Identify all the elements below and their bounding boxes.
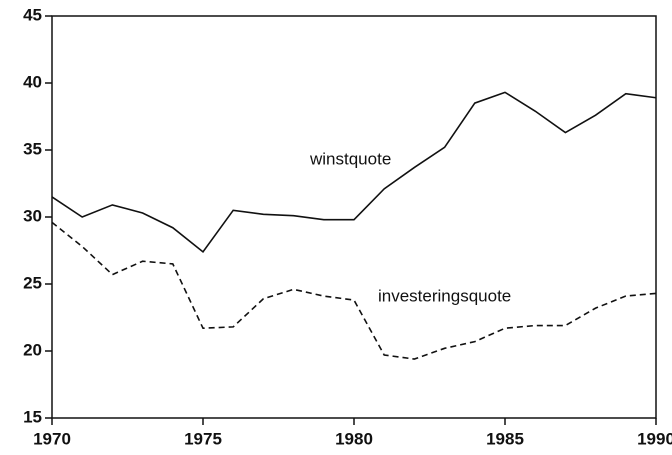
- y-tick-label: 20: [23, 340, 42, 359]
- x-tick-label: 1985: [486, 429, 524, 448]
- series-label: investeringsquote: [378, 286, 511, 305]
- x-tick-label: 1990: [637, 429, 672, 448]
- x-tick-label: 1970: [33, 429, 71, 448]
- y-tick-label: 15: [23, 407, 42, 426]
- x-tick-label: 1975: [184, 429, 222, 448]
- line-series: [51, 91, 657, 253]
- line-series: [51, 221, 657, 360]
- x-tick-label: 1980: [335, 429, 373, 448]
- y-tick-label: 30: [23, 206, 42, 225]
- y-tick-label: 45: [23, 5, 42, 24]
- series-label: winstquote: [309, 149, 391, 168]
- y-tick-label: 25: [23, 273, 42, 292]
- plot-frame: [51, 15, 657, 419]
- y-tick-label: 35: [23, 139, 42, 158]
- y-tick-label: 40: [23, 72, 42, 91]
